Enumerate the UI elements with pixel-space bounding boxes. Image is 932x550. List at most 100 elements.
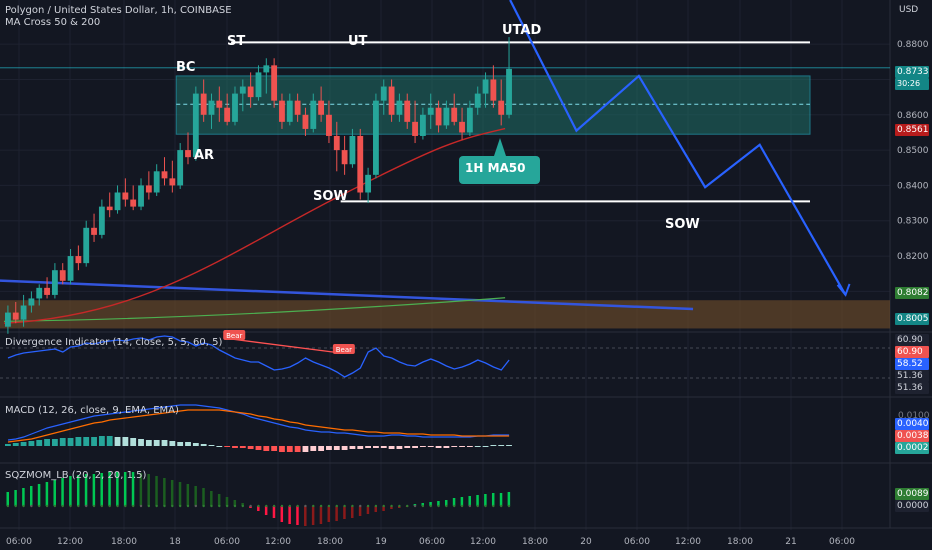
squeeze-dot [85,504,88,508]
candle-body [12,312,19,320]
sqzmom-pane-title[interactable]: SQZMOM_LB (20, 2, 20, 1.5) [5,470,147,481]
macd-histogram-bar [255,446,262,450]
candle-body [466,107,473,133]
sqzmom-bar [131,472,135,506]
ma-cross-legend[interactable]: MA Cross 50 & 200 [5,17,101,28]
candle-body [474,93,481,108]
macd-histogram-bar [333,446,340,450]
sqzmom-bar [14,490,17,506]
candle-body [419,114,426,136]
sqzmom-bar [6,492,9,506]
macd-histogram-bar [490,445,497,446]
macd-histogram-bar [177,442,184,446]
candle-body [286,100,293,122]
sqzmom-bar [335,506,338,521]
sqzmom-bar [311,506,315,525]
candle-body [83,227,90,264]
candle-body [373,100,379,175]
candle-body [333,135,340,151]
candle-body [177,150,184,186]
candle-body [404,100,411,122]
candle-body [232,93,238,122]
sqzmom-bar [304,506,307,526]
sqzmom-bar [163,478,166,506]
annotation-st: ST [227,34,246,49]
macd-histogram-bar [435,446,442,448]
squeeze-dot [374,504,378,508]
macd-axis-tick: 0.0100 [898,411,930,421]
candle-body [349,135,356,165]
div-value-3: 58.52 [895,358,929,370]
macd-histogram-bar [341,446,348,450]
macd-histogram-bar [59,438,66,446]
squeeze-dot [30,504,33,508]
bear-label: Bear [226,332,242,340]
candle-body [169,178,176,186]
candle-body [91,227,97,235]
squeeze-dot [186,504,190,508]
divergence-pane-title[interactable]: Divergence Indicator (14, close, 5, 5, 6… [5,337,223,348]
candle-body [208,100,215,115]
squeeze-dot [225,504,229,508]
squeeze-dot [22,504,25,508]
sqzmom-bar [327,506,331,522]
macd-histogram-bar [232,446,238,448]
macd-histogram-bar [185,442,191,446]
squeeze-dot [171,504,174,508]
projection-arrowhead [836,283,851,297]
macd-histogram-bar [153,440,160,446]
macd-histogram-bar [192,443,199,446]
squeeze-dot [53,504,57,508]
candle-body [67,256,74,281]
candle-body [247,86,254,98]
squeeze-dot [492,504,495,508]
candle-body [138,185,144,207]
candle-body [200,93,207,115]
ma50-callout-label: 1H MA50 [465,161,526,175]
squeeze-dot [476,504,479,508]
macd-signal-value: 0.0038 [895,430,929,442]
squeeze-dot [335,504,338,508]
x-tick-label: 18:00 [317,537,343,547]
macd-pane-title[interactable]: MACD (12, 26, close, 9, EMA, EMA) [5,405,179,416]
squeeze-dot [280,504,284,508]
macd-histogram-bar [44,439,50,446]
macd-histogram-bar [263,446,270,451]
candle-body [341,150,348,165]
sqzmom-bar [100,473,103,506]
bear-divergence-line [230,338,341,354]
candle-body [357,135,364,193]
macd-histogram-bar [216,446,223,447]
x-tick-label: 06:00 [829,537,855,547]
y-tick-label: 0.8500 [897,146,929,156]
sqzmom-bar [272,506,276,518]
sqzmom-bar [288,506,291,524]
candle-body [263,65,270,73]
squeeze-dot [265,504,268,508]
sqzmom-value: 0.0089 [895,488,929,500]
sqzmom-bar [241,503,244,506]
x-tick-label: 20 [580,537,592,547]
sqzmom-bar [421,503,424,506]
candle-body [310,100,317,129]
candle-body [185,150,191,158]
candle-body [153,171,160,193]
candle-body [318,100,325,115]
sqzmom-bar [53,480,56,506]
candle-body [506,68,512,115]
candle-body [498,100,505,115]
candle-body [451,107,458,122]
sqzmom-bar [139,473,143,506]
candle-body [122,192,129,200]
candle-body [28,298,35,306]
candle-body [365,174,372,193]
candle-body [459,121,465,133]
squeeze-dot [210,504,213,508]
squeeze-dot [45,504,49,508]
chart-title: Polygon / United States Dollar, 1h, COIN… [5,5,232,16]
x-tick-label: 06:00 [6,537,32,547]
macd-histogram-bar [373,446,379,448]
sqzmom-bar [37,484,41,506]
sqzmom-bar [343,506,346,519]
